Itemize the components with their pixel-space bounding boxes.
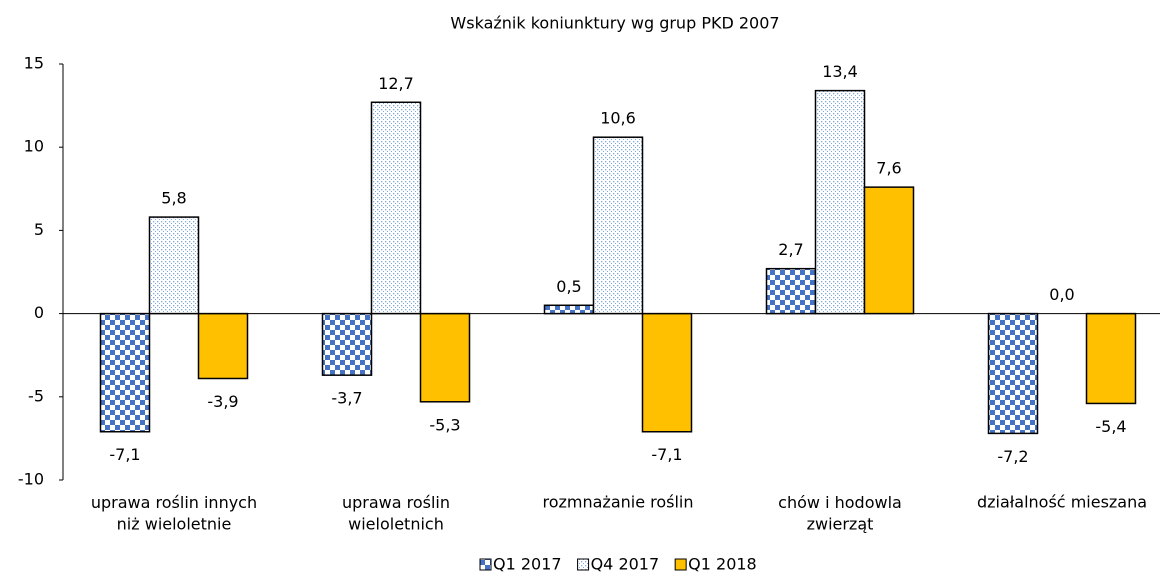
bar <box>148 216 200 315</box>
x-tick-label: działalność mieszana <box>977 493 1147 512</box>
y-tick-label: -5 <box>28 386 44 405</box>
x-tick-label: rozmnażanie roślin <box>542 493 693 512</box>
legend-label: Q1 2018 <box>688 555 757 574</box>
bar <box>641 312 693 433</box>
legend-swatch <box>674 558 687 571</box>
bar <box>99 312 151 433</box>
y-tick-label: 10 <box>24 137 44 156</box>
value-label: 7,6 <box>876 159 901 178</box>
value-label: 0,5 <box>556 277 581 296</box>
value-label: 0,0 <box>1049 285 1074 304</box>
bar <box>543 304 595 315</box>
value-label: 10,6 <box>600 109 636 128</box>
legend-label: Q1 2017 <box>493 555 562 574</box>
x-tick-label: chów i hodowla zwierząt <box>778 493 902 534</box>
value-label: -3,9 <box>207 392 238 411</box>
value-label: 5,8 <box>161 189 186 208</box>
value-label: 12,7 <box>378 74 414 93</box>
value-label: -7,1 <box>651 445 682 464</box>
value-label: -7,2 <box>997 447 1028 466</box>
x-tick-label: uprawa roślin wieloletnich <box>342 493 450 534</box>
y-tick-label: 0 <box>34 303 44 322</box>
legend-label: Q4 2017 <box>591 555 660 574</box>
value-label: -7,1 <box>109 445 140 464</box>
y-tick-label: -10 <box>18 470 44 489</box>
x-tick-label: uprawa roślin innych niż wieloletnie <box>91 493 257 534</box>
value-label: 2,7 <box>778 240 803 259</box>
bar <box>370 101 422 315</box>
bar <box>987 312 1039 435</box>
legend-swatch <box>479 558 492 571</box>
bar <box>863 186 915 315</box>
bar <box>197 312 249 380</box>
bar <box>765 267 817 315</box>
legend-swatch <box>577 558 590 571</box>
chart-title: Wskaźnik koniunktury wg grup PKD 2007 <box>450 14 779 33</box>
bar <box>592 136 644 315</box>
value-label: -3,7 <box>331 389 362 408</box>
value-label: 13,4 <box>822 62 858 81</box>
bar <box>419 312 471 403</box>
value-label: -5,3 <box>429 415 460 434</box>
bar <box>1085 312 1137 405</box>
bar <box>814 89 866 315</box>
bar <box>321 312 373 376</box>
y-tick-label: 15 <box>24 54 44 73</box>
y-tick-label: 5 <box>34 220 44 239</box>
value-label: -5,4 <box>1095 417 1126 436</box>
